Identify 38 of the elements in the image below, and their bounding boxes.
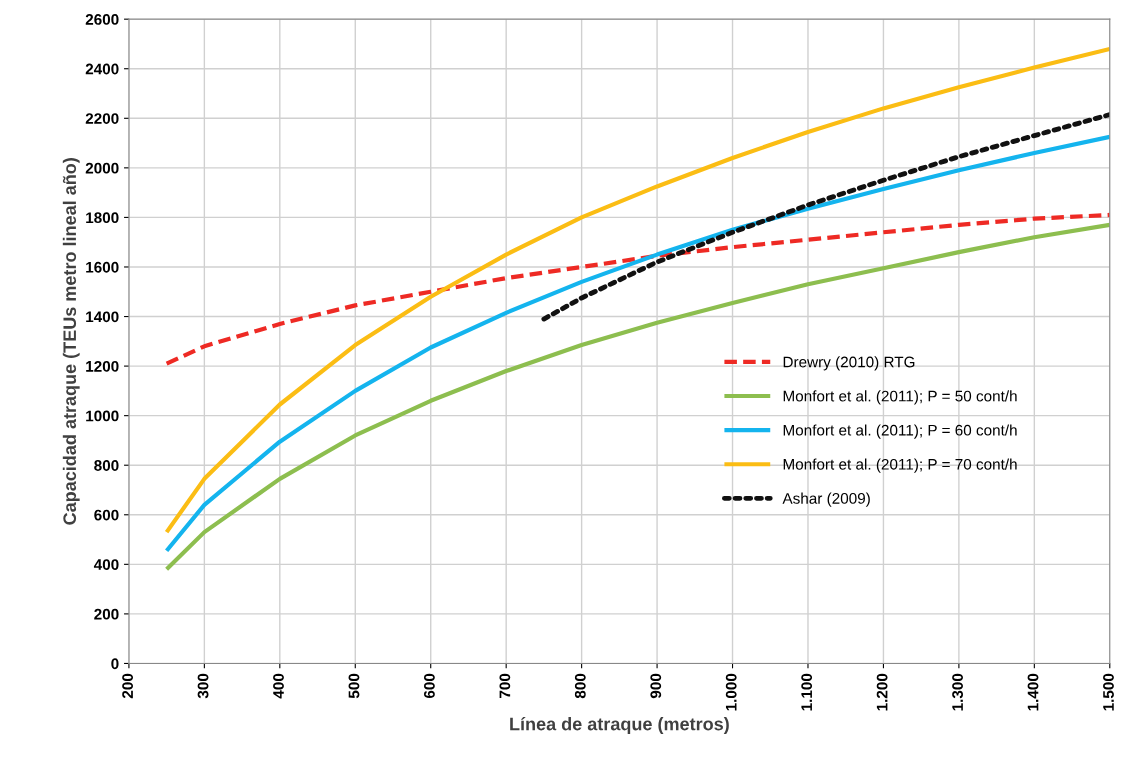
x-tick-label: 1.300	[952, 673, 964, 711]
y-tick-label: 2000	[85, 162, 119, 174]
legend-label: Monfort et al. (2011); P = 60 cont/h	[783, 424, 1017, 439]
y-tick-label: 1600	[86, 261, 119, 273]
x-tick-label: 1.000	[725, 673, 737, 711]
y-tick-label: 2400	[85, 63, 119, 75]
y-tick-label: 200	[94, 608, 119, 620]
y-tick-label: 800	[94, 460, 119, 471]
x-tick-label: 900	[650, 673, 662, 699]
legend-label: Drewry (2010) RTG	[783, 356, 915, 371]
x-axis-title: Línea de atraque (metros)	[510, 716, 729, 734]
x-tick-label: 1.100	[801, 673, 813, 711]
line-series	[164, 222, 1110, 572]
y-tick-label: 0	[111, 658, 119, 670]
x-tick-label: 400	[273, 673, 284, 699]
y-tick-label: 1000	[86, 410, 119, 422]
y-tick-label: 1400	[86, 311, 119, 323]
y-tick-label: 2600	[85, 14, 119, 25]
x-tick-label: 1.200	[876, 673, 888, 711]
y-axis-title: Capacidad atraque (TEUs metro lineal año)	[62, 158, 80, 525]
x-tick-label: 1.400	[1027, 673, 1039, 711]
y-tick-label: 600	[94, 509, 119, 521]
legend-label: Ashar (2009)	[782, 492, 870, 507]
x-tick-label: 700	[499, 673, 511, 699]
line-series	[164, 134, 1110, 553]
y-tick-label: 400	[93, 559, 119, 571]
x-tick-label: 800	[574, 673, 586, 699]
y-tick-label: 2200	[85, 113, 119, 124]
legend-label: Monfort et al. (2011); P = 50 cont/h	[783, 390, 1017, 405]
x-tick-label: 500	[348, 673, 360, 699]
y-tick-label: 1200	[86, 360, 119, 372]
line-series	[541, 112, 1110, 322]
x-tick-label: 300	[197, 673, 209, 699]
x-tick-label: 600	[424, 673, 435, 699]
legend-label: Monfort et al. (2011); P = 70 cont/h	[783, 458, 1017, 473]
line-series	[164, 46, 1110, 535]
y-tick-label: 1800	[86, 212, 119, 224]
x-tick-label: 1.500	[1103, 673, 1114, 711]
